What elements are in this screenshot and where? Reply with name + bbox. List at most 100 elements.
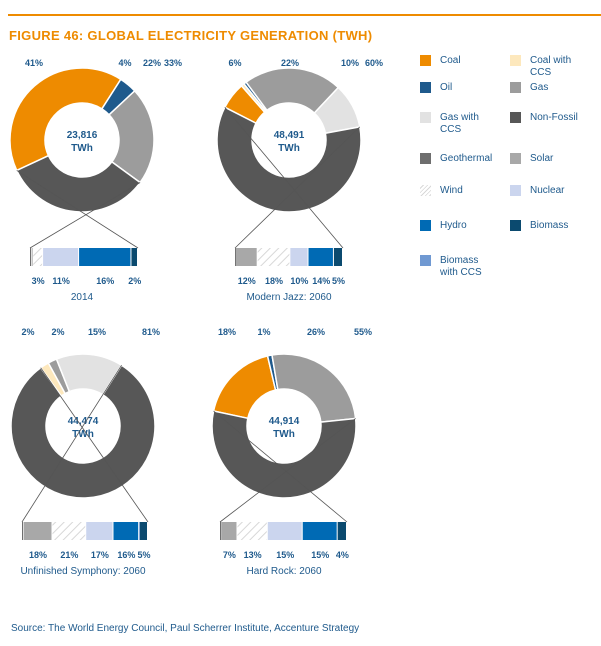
bar-label: 15% bbox=[311, 550, 329, 560]
bar-label: 2% bbox=[128, 276, 141, 286]
legend-label: Oil bbox=[440, 82, 453, 93]
slice-label: 6% bbox=[228, 58, 241, 68]
slice-label: 4% bbox=[118, 58, 131, 68]
bar-label: 10% bbox=[290, 276, 308, 286]
legend-swatch bbox=[420, 220, 431, 231]
slice-label: 10% bbox=[341, 58, 359, 68]
legend-item: Coal bbox=[420, 55, 510, 67]
legend-swatch bbox=[420, 153, 431, 164]
bar-nuclear bbox=[290, 248, 308, 266]
slice-non-fossil bbox=[216, 106, 362, 213]
connector-line bbox=[224, 107, 344, 249]
legend-swatch bbox=[510, 153, 521, 164]
bar-wind bbox=[33, 248, 43, 266]
bar-label: 15% bbox=[276, 550, 294, 560]
bar-nuclear bbox=[86, 522, 113, 540]
bar-nuclear bbox=[43, 248, 79, 266]
total-value: 44,914 bbox=[269, 416, 300, 427]
legend-item: Coal with CCS bbox=[510, 55, 600, 79]
legend-item: Non-Fossil bbox=[510, 112, 600, 124]
legend-label: Solar bbox=[530, 153, 554, 164]
donut-0 bbox=[9, 67, 155, 213]
slice-label: 15% bbox=[88, 327, 106, 337]
legend-swatch bbox=[420, 82, 431, 93]
bar-label: 4% bbox=[336, 550, 349, 560]
legend-label: Coal with CCS bbox=[530, 55, 572, 78]
bar-nuclear bbox=[267, 522, 302, 540]
slice-gas bbox=[271, 353, 357, 423]
bar-label: 7% bbox=[223, 550, 236, 560]
bar-geothermal bbox=[30, 248, 31, 266]
legend-item: Biomass bbox=[510, 220, 600, 232]
slice-label: 2% bbox=[21, 327, 34, 337]
chart-caption: Hard Rock: 2060 bbox=[246, 566, 321, 577]
slice-label: 81% bbox=[142, 327, 160, 337]
slice-label: 60% bbox=[365, 58, 383, 68]
total-unit: TWh bbox=[278, 143, 300, 154]
legend-label: Wind bbox=[440, 185, 463, 196]
bar-label: 17% bbox=[91, 550, 109, 560]
bar-label: 5% bbox=[137, 550, 150, 560]
bar-label: 5% bbox=[332, 276, 345, 286]
slice-label: 22% bbox=[143, 58, 161, 68]
connector-line bbox=[16, 170, 139, 249]
legend-item: Hydro bbox=[420, 220, 510, 232]
legend-item: Oil bbox=[420, 82, 510, 94]
slice-label: 18% bbox=[218, 327, 236, 337]
legend-item: Wind bbox=[420, 185, 510, 197]
connector-line bbox=[21, 364, 122, 523]
bar-biomass-with-ccs bbox=[139, 522, 141, 540]
slice-non-fossil bbox=[15, 154, 142, 213]
bar-hydro bbox=[79, 248, 131, 266]
source-note: Source: The World Energy Council, Paul S… bbox=[11, 623, 360, 634]
bar-wind bbox=[52, 522, 86, 540]
legend-item: Geothermal bbox=[420, 153, 510, 165]
bar-label: 16% bbox=[96, 276, 114, 286]
legend-swatch bbox=[510, 220, 521, 231]
bar-hydro bbox=[302, 522, 337, 540]
bar-solar bbox=[31, 248, 33, 266]
connector-line bbox=[29, 182, 141, 249]
legend-item: Gas bbox=[510, 82, 600, 94]
bar-solar bbox=[23, 522, 52, 540]
bar-label: 14% bbox=[312, 276, 330, 286]
top-rule bbox=[8, 14, 601, 16]
legend-item: Gas with CCS bbox=[420, 112, 510, 136]
bar-geothermal bbox=[22, 522, 23, 540]
chart-caption: Unfinished Symphony: 2060 bbox=[20, 566, 146, 577]
legend-item: Biomass with CCS bbox=[420, 255, 510, 279]
bar-solar bbox=[235, 248, 257, 266]
legend-label: Non-Fossil bbox=[530, 112, 578, 123]
slice-coal bbox=[212, 355, 277, 420]
donut-2 bbox=[10, 353, 156, 499]
bar-label: 12% bbox=[238, 276, 256, 286]
legend-label: Biomass with CCS bbox=[440, 255, 482, 278]
bar-geothermal bbox=[220, 522, 221, 540]
legend-item: Solar bbox=[510, 153, 600, 165]
bar-biomass bbox=[337, 522, 346, 540]
chart-caption: 2014 bbox=[71, 292, 94, 303]
bar-wind bbox=[257, 248, 290, 266]
bar-label: 16% bbox=[117, 550, 135, 560]
slice-label: 2% bbox=[51, 327, 64, 337]
slice-label: 55% bbox=[354, 327, 372, 337]
bar-wind bbox=[237, 522, 267, 540]
legend-swatch bbox=[420, 55, 431, 66]
bar-biomass bbox=[333, 248, 342, 266]
legend-label: Biomass bbox=[530, 220, 569, 231]
slice-non-fossil bbox=[211, 410, 357, 499]
total-unit: TWh bbox=[273, 429, 295, 440]
slice-label: 1% bbox=[257, 327, 270, 337]
legend-swatch bbox=[510, 112, 521, 123]
total-value: 48,491 bbox=[274, 130, 305, 141]
legend-label: Hydro bbox=[440, 220, 467, 231]
bar-label: 11% bbox=[52, 276, 70, 286]
legend-item: Nuclear bbox=[510, 185, 600, 197]
legend-swatch bbox=[420, 185, 431, 196]
figure-title: FIGURE 46: GLOBAL ELECTRICITY GENERATION… bbox=[9, 28, 373, 43]
slice-label: 22% bbox=[281, 58, 299, 68]
bar-biomass bbox=[131, 248, 137, 266]
total-unit: TWh bbox=[72, 429, 94, 440]
bar-label: 18% bbox=[265, 276, 283, 286]
